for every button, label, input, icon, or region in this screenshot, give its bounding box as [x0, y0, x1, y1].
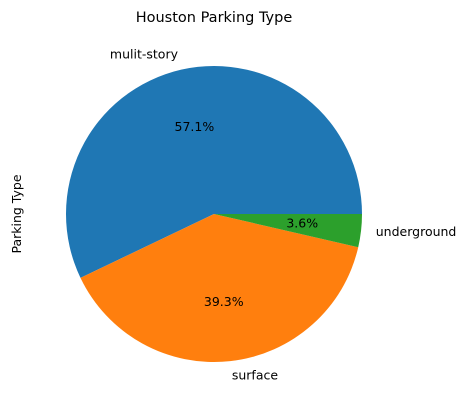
pie-slice-mulit-story: [66, 66, 362, 278]
pie-labels: mulit-story 57.1% surface 39.3% underground 3…: [110, 47, 456, 383]
slice-label: underground: [376, 224, 457, 239]
slice-percent-label: 39.3%: [204, 294, 244, 309]
slice-label: mulit-story: [110, 47, 179, 62]
slice-percent-label: 3.6%: [286, 216, 318, 231]
y-axis-label: Parking Type: [9, 174, 24, 253]
pie-slices: [66, 66, 362, 363]
chart-title: Houston Parking Type: [136, 10, 293, 26]
pie-slice-underground: [214, 214, 362, 248]
slice-percent-label: 57.1%: [175, 119, 215, 134]
pie-slice-surface: [80, 214, 359, 363]
slice-label: surface: [232, 367, 279, 382]
